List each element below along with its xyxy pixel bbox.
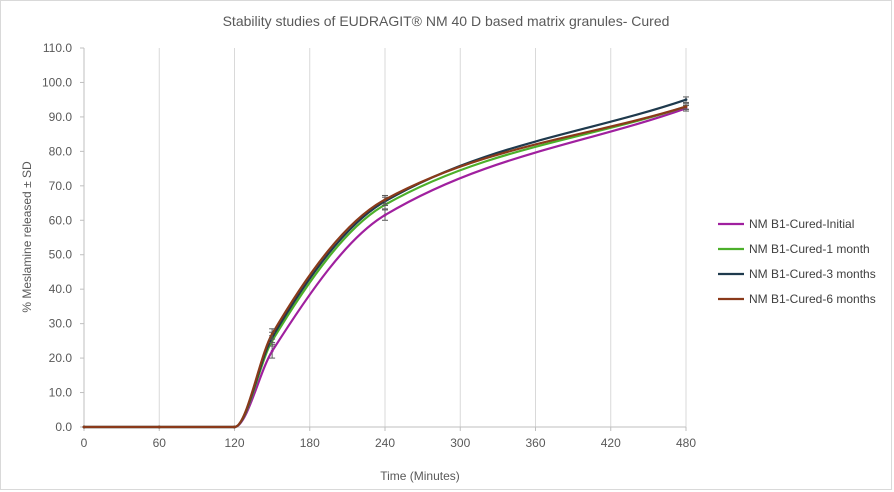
y-tick-label: 30.0 <box>49 317 73 331</box>
x-tick-label: 0 <box>81 436 88 450</box>
chart-title: Stability studies of EUDRAGIT® NM 40 D b… <box>223 13 670 29</box>
y-tick-label: 20.0 <box>49 351 73 365</box>
series-1-legend-label: NM B1-Cured-Initial <box>749 217 854 231</box>
series-4-point <box>82 425 86 429</box>
x-tick-label: 240 <box>375 436 395 450</box>
series-4 <box>82 103 689 429</box>
series-2-legend-label: NM B1-Cured-1 month <box>749 242 870 256</box>
x-tick-label: 480 <box>676 436 696 450</box>
y-tick-label: 60.0 <box>49 213 73 227</box>
series-4-point <box>383 198 387 202</box>
series-3 <box>82 96 689 429</box>
series-4-point <box>684 105 688 108</box>
legend: NM B1-Cured-Initial NM B1-Cured-1 month NM… <box>718 217 876 306</box>
y-axis-label: % Meslamine released ± SD <box>20 161 34 313</box>
series-1 <box>82 105 689 429</box>
y-tick-label: 90.0 <box>49 110 73 124</box>
x-axis-label: Time (Minutes) <box>380 469 460 483</box>
series-lines <box>82 96 689 429</box>
series-4-legend-label: NM B1-Cured-6 months <box>749 292 876 306</box>
series-3-legend-label: NM B1-Cured-3 months <box>749 267 876 281</box>
y-tick-labels: 0.0 10.0 20.0 30.0 40.0 50.0 60.0 70.0 80.0 90.0 1… <box>42 41 72 434</box>
y-tick-label: 10.0 <box>49 386 73 400</box>
axes <box>80 47 687 431</box>
y-tick-label: 50.0 <box>49 248 73 262</box>
x-tick-label: 60 <box>153 436 167 450</box>
y-tick-label: 40.0 <box>49 282 73 296</box>
x-tick-label: 360 <box>525 436 545 450</box>
y-tick-label: 80.0 <box>49 144 73 158</box>
grid-lines <box>83 48 687 427</box>
y-tick-label: 100.0 <box>42 75 72 89</box>
series-4-point <box>233 425 236 429</box>
series-1-point <box>270 349 274 353</box>
x-tick-label: 180 <box>300 436 320 450</box>
series-4-point <box>157 425 161 429</box>
x-tick-label: 120 <box>224 436 244 450</box>
x-tick-label: 420 <box>601 436 621 450</box>
x-tick-labels: 0 60 120 180 240 300 360 420 480 <box>81 436 697 450</box>
series-1-point <box>383 213 387 217</box>
series-4-point <box>270 332 274 336</box>
y-tick-label: 0.0 <box>55 420 72 434</box>
x-tick-label: 300 <box>450 436 470 450</box>
y-tick-label: 110.0 <box>43 41 72 55</box>
y-tick-label: 70.0 <box>49 179 73 193</box>
series-3-point <box>684 98 688 102</box>
series-2 <box>82 103 689 429</box>
